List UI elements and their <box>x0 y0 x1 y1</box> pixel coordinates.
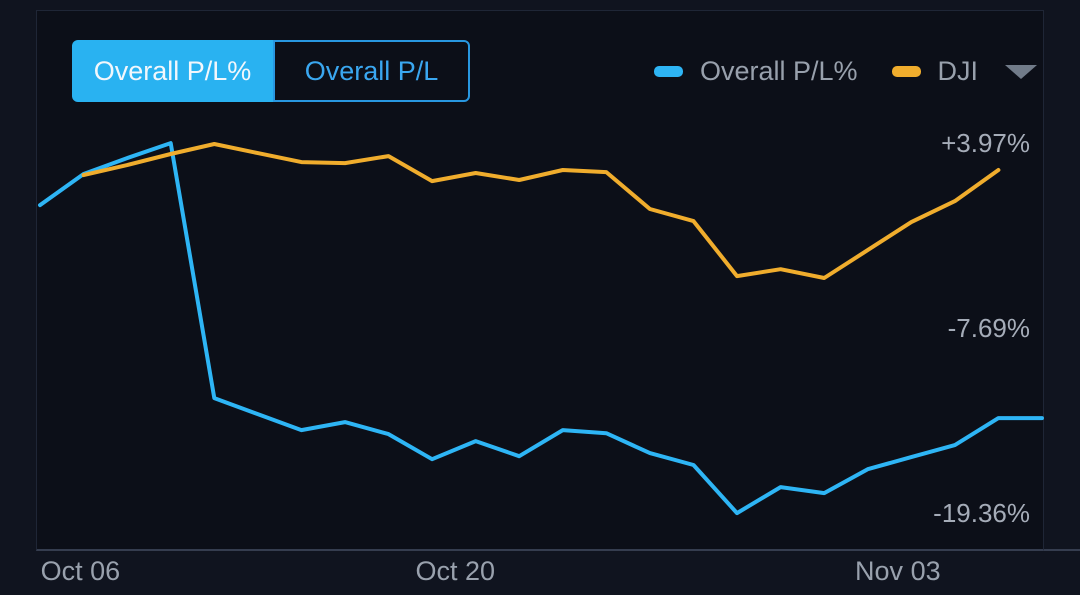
x-axis-label-oct-20: Oct 20 <box>415 556 496 586</box>
blue-series-swatch-icon <box>653 66 683 77</box>
y-axis-label-min: -19.36% <box>933 498 1030 529</box>
orange-series-swatch-icon <box>891 66 921 77</box>
legend-item-overall-pl-pct[interactable]: Overall P/L% <box>653 56 858 87</box>
chevron-down-icon[interactable] <box>1005 64 1037 79</box>
toggle-overall-pl-pct[interactable]: Overall P/L% <box>72 40 273 102</box>
metric-toggle-group: Overall P/L% Overall P/L <box>72 40 470 102</box>
x-axis-label-nov-03: Nov 03 <box>855 556 941 586</box>
chart-plot-area[interactable] <box>36 10 1044 551</box>
legend-label-overall-pl-pct: Overall P/L% <box>699 56 858 86</box>
legend-label-dji: DJI <box>937 56 979 86</box>
series-line-dji <box>81 142 1001 280</box>
x-axis-line-extension <box>1044 549 1080 551</box>
series-line-overall-pl-pct <box>38 141 1044 516</box>
toggle-overall-pl[interactable]: Overall P/L <box>273 40 470 102</box>
y-axis-label-mid: -7.69% <box>947 313 1030 343</box>
y-axis-label-max: +3.97% <box>941 128 1030 159</box>
legend-item-dji[interactable]: DJI <box>891 56 1037 87</box>
x-axis-label-oct-06: Oct 06 <box>40 556 121 586</box>
chart-legend: Overall P/L% DJI <box>653 56 1037 87</box>
